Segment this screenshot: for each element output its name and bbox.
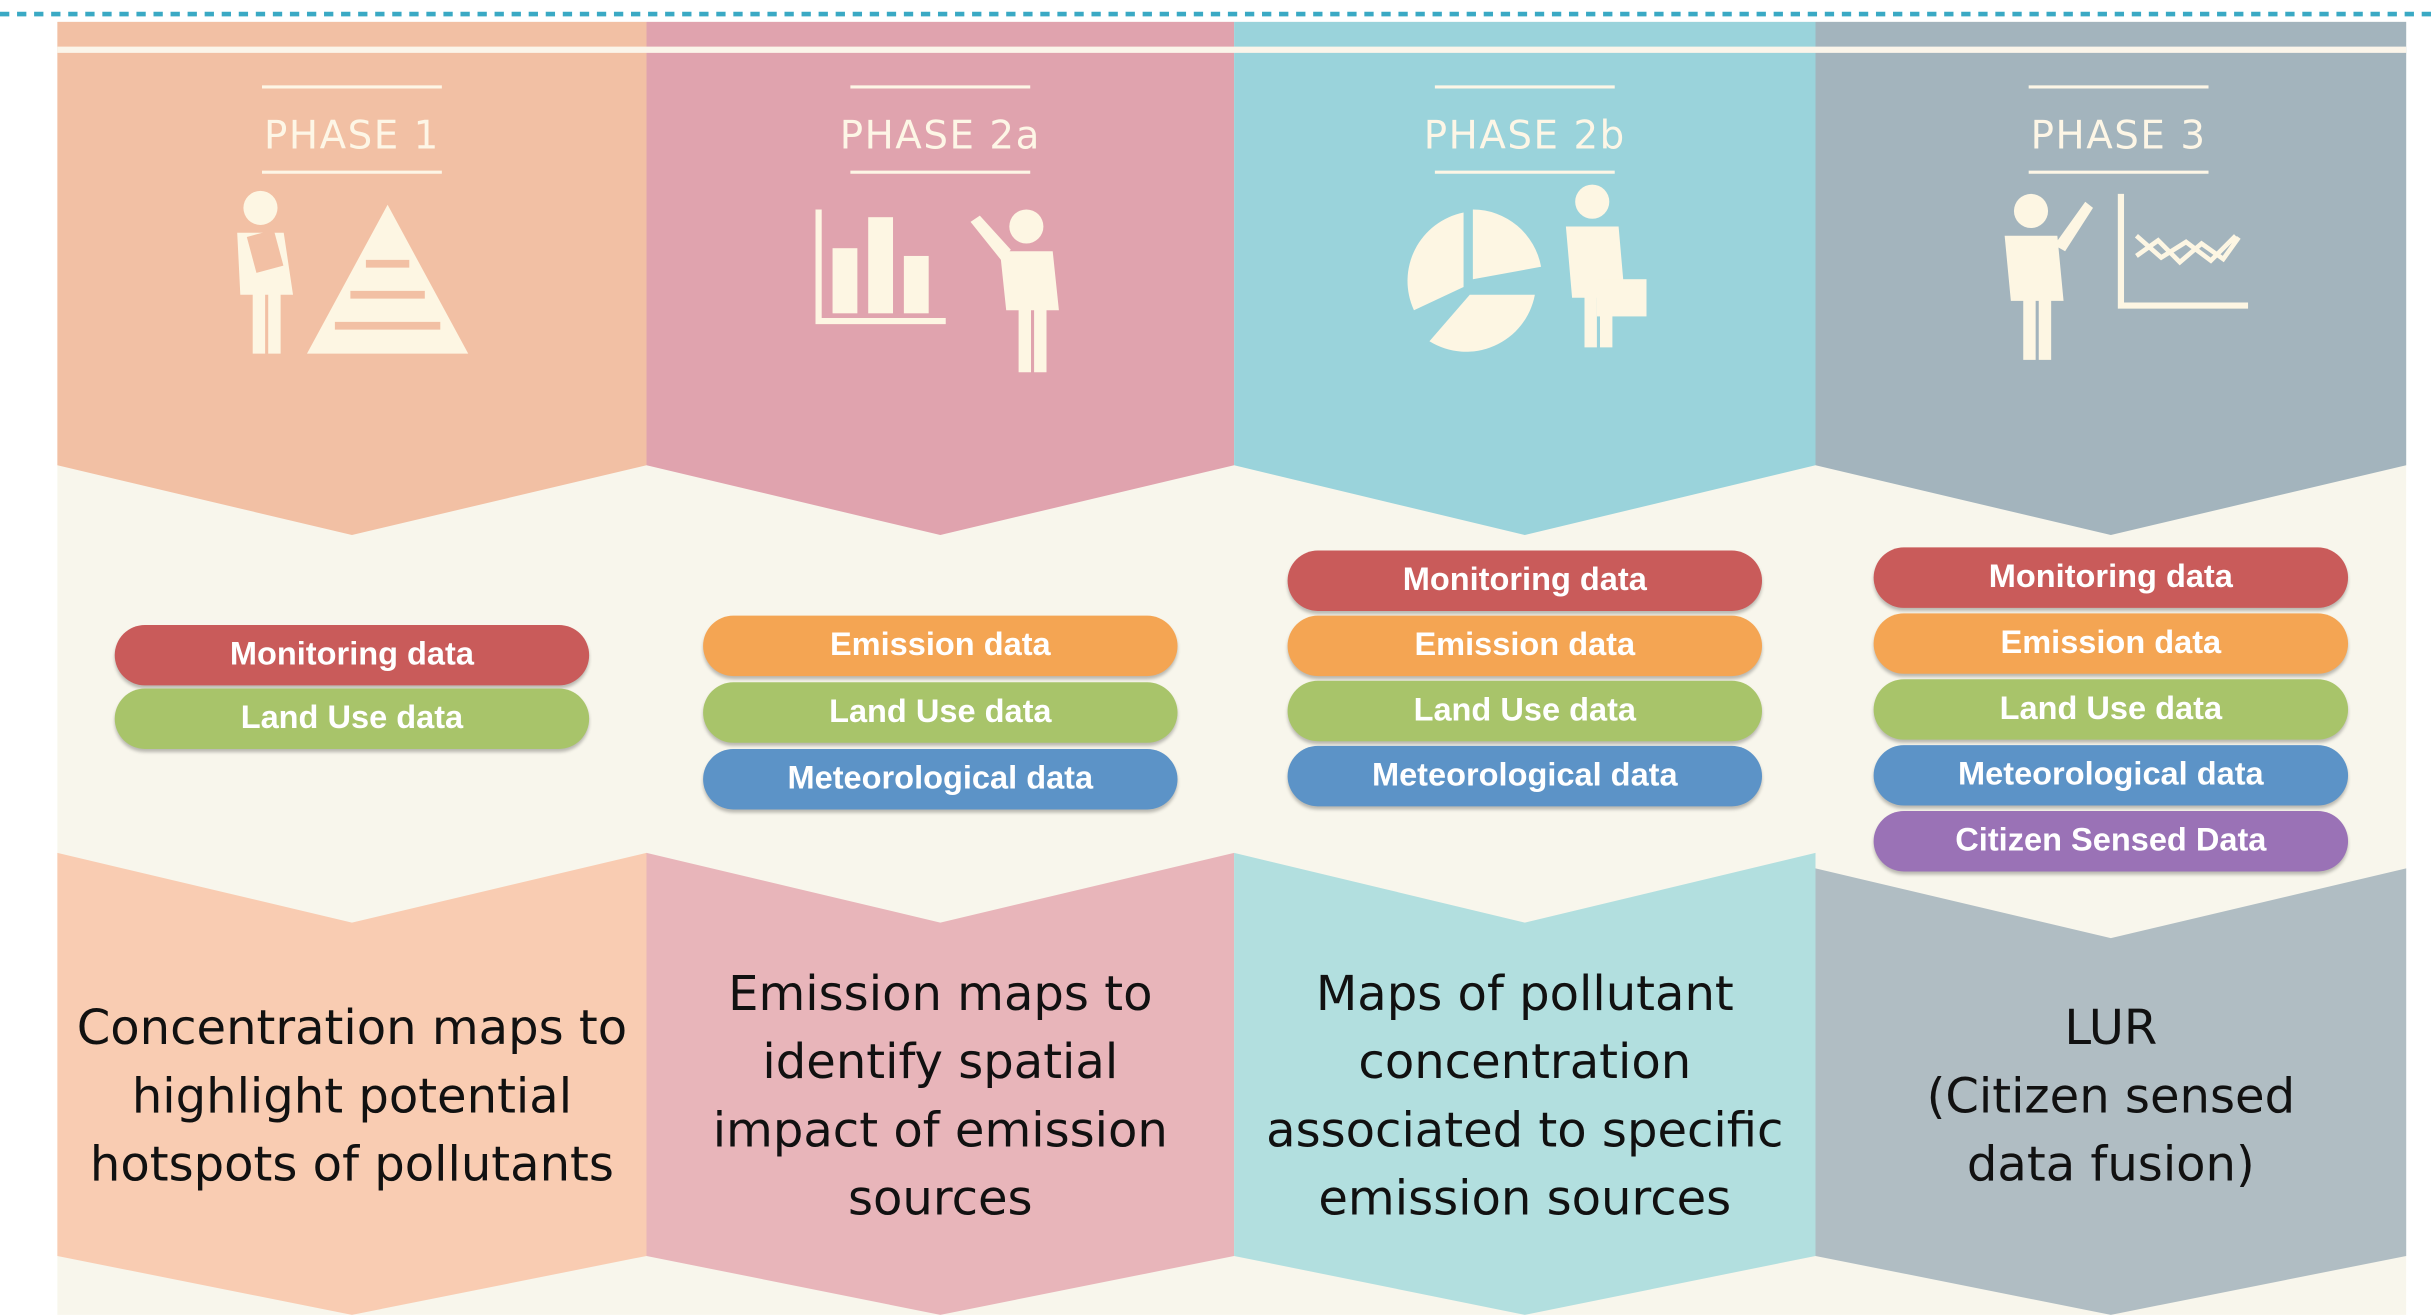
bottom-chevron [646,852,1235,1315]
chip-label: Monitoring data [1989,558,2234,594]
data-chip [703,748,1178,810]
description-line: impact of emission [713,1102,1168,1158]
phase-column: PHASE 2a Emission data Land Use data Meteor… [703,85,1178,1227]
chip-label: Meteorological data [1958,756,2265,792]
chip-label: Monitoring data [230,636,475,672]
data-chip [1873,613,2349,674]
icon-phase-1 [237,190,469,354]
description-line: concentration [1358,1034,1691,1090]
description-line: hotspots of pollutants [90,1137,614,1193]
data-chip [114,624,590,686]
description-line: sources [848,1171,1033,1227]
chip-label: Land Use data [241,699,464,735]
data-chip [1873,679,2349,740]
description-line: associated to specific [1266,1102,1783,1158]
top-chevron [646,21,1235,536]
data-chip [1287,550,1763,611]
top-chevron [1234,21,1816,536]
description-line: Maps of pollutant [1316,966,1734,1022]
icon-phase-2a [815,209,1059,373]
phase-column: PHASE 1 Monitoring data Land Use data Conce… [77,85,627,1193]
chip-label: Emission data [1414,626,1636,662]
bottom-chevron [57,852,647,1315]
chip-label: Meteorological data [787,760,1094,796]
description-line: data fusion) [1967,1137,2255,1193]
phase-column: PHASE 3 Monitoring data Emission data Land … [1873,85,2349,1193]
bottom-chevron [1234,852,1816,1315]
description-line: identify spatial [762,1034,1118,1090]
chip-label: Emission data [830,626,1052,662]
top-chevron [1815,21,2407,536]
description-line: emission sources [1318,1171,1731,1227]
description-line: Concentration maps to [77,1000,627,1056]
chip-label: Land Use data [1414,691,1637,727]
data-chip [1873,547,2349,608]
data-chip [114,688,590,749]
chip-label: Land Use data [2000,690,2223,726]
chip-label: Monitoring data [1403,561,1648,597]
chip-label: Meteorological data [1372,756,1679,792]
icon-phase-3 [2004,193,2249,360]
phase-title: PHASE 3 [2031,114,2207,159]
chip-label: Emission data [2001,624,2223,660]
chip-label: Citizen Sensed Data [1955,822,2267,858]
phase-title: PHASE 2a [840,114,1041,159]
phase-title: PHASE 2b [1424,114,1626,159]
bottom-chevron [1815,868,2407,1315]
data-chip [1873,810,2349,872]
description-line: highlight potential [132,1068,572,1124]
description-line: Emission maps to [728,966,1152,1022]
data-chip [1287,745,1763,807]
data-chip [703,615,1178,677]
description-line: LUR [2064,1000,2157,1056]
data-chip [703,682,1178,743]
data-chip [1873,745,2349,806]
chip-label: Land Use data [829,693,1052,729]
bands [57,21,2407,1315]
icon-phase-2b [1407,184,1647,352]
phase-column: PHASE 2b Monitoring data Emission data Land… [1266,85,1783,1227]
phase-title: PHASE 1 [264,114,440,159]
data-chip [1287,615,1763,677]
data-chip [1287,680,1763,742]
description-line: (Citizen sensed [1927,1068,2295,1124]
